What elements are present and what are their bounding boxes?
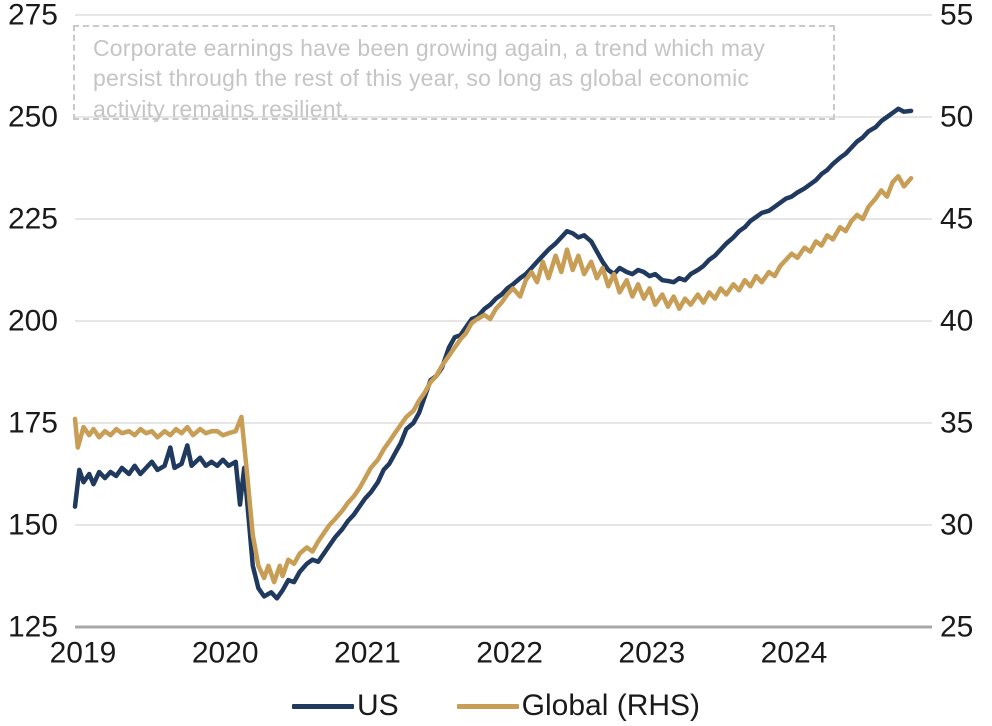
legend-item-global: Global (RHS) <box>456 689 701 723</box>
x-tick-label: 2020 <box>192 637 259 670</box>
x-tick-label: 2019 <box>50 637 117 670</box>
us-legend-label: US <box>356 689 399 722</box>
y-left-tick-label: 150 <box>8 509 58 542</box>
us-line <box>72 106 914 601</box>
x-tick-label: 2022 <box>476 637 543 670</box>
y-right-tick-label: 25 <box>940 611 973 644</box>
global-legend-label: Global (RHS) <box>521 689 701 722</box>
series-lines <box>72 106 914 601</box>
global-line-swatch <box>456 703 519 709</box>
y-right-tick-label: 30 <box>940 509 973 542</box>
y-axis-right-tick-labels: 55 50 45 40 35 30 25 <box>940 0 973 644</box>
x-tick-label: 2023 <box>618 637 685 670</box>
y-left-tick-label: 175 <box>8 407 58 440</box>
legend-item-us: US <box>291 689 399 723</box>
x-tick-label: 2021 <box>334 637 401 670</box>
y-left-tick-label: 275 <box>8 0 58 32</box>
y-right-tick-label: 35 <box>940 407 973 440</box>
y-left-tick-label: 125 <box>8 611 58 644</box>
y-left-tick-label: 250 <box>8 101 58 134</box>
annotation-text: Corporate earnings have been growing aga… <box>93 35 765 122</box>
y-left-tick-label: 225 <box>8 203 58 236</box>
y-axis-left-tick-labels: 275 250 225 200 175 150 125 <box>8 0 58 644</box>
y-right-tick-label: 45 <box>940 203 973 236</box>
x-tick-label: 2024 <box>761 637 828 670</box>
x-axis-tick-labels: 2019 2020 2021 2022 2023 2024 <box>50 637 828 670</box>
y-right-tick-label: 40 <box>940 305 973 338</box>
annotation-callout: Corporate earnings have been growing aga… <box>73 25 835 122</box>
gridlines <box>75 14 932 629</box>
y-left-tick-label: 200 <box>8 305 58 338</box>
chart-legend: US Global (RHS) <box>0 686 992 726</box>
us-line-swatch <box>291 703 354 709</box>
y-right-tick-label: 55 <box>940 0 973 32</box>
global-line <box>72 173 914 585</box>
y-right-tick-label: 50 <box>940 101 973 134</box>
